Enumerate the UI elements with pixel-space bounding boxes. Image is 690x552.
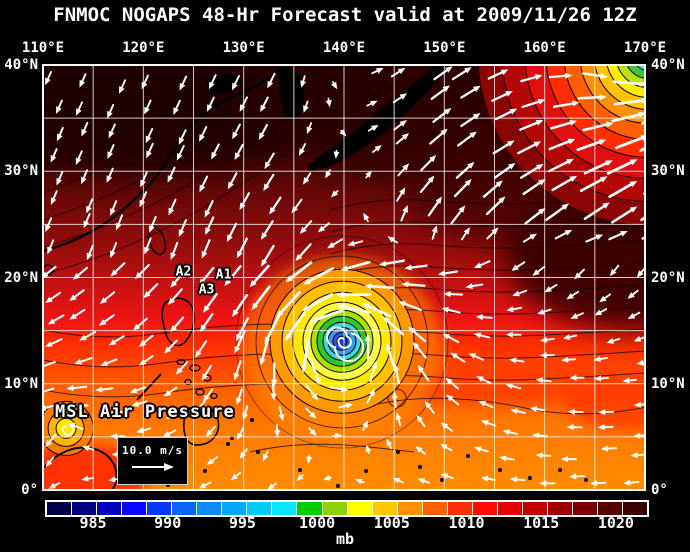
colorbar-tick: 1015	[523, 514, 560, 532]
colorbar-cell	[572, 502, 598, 515]
colorbar-tick: 985	[79, 514, 107, 532]
colorbar-cell	[147, 502, 172, 515]
wind-scale-box: 10.0 m/s	[117, 437, 188, 485]
lat-label-left: 30°N	[4, 163, 38, 180]
colorbar-cell	[372, 502, 397, 515]
colorbar-tick: 1000	[299, 514, 336, 532]
colorbar-cell	[197, 502, 222, 515]
coastlines	[43, 65, 588, 490]
lon-label: 110°E	[21, 40, 65, 56]
map-point-label: A3	[198, 282, 215, 298]
colorbar-cell	[297, 502, 322, 515]
wind-vectors	[43, 66, 645, 490]
colorbar-cell	[122, 502, 147, 515]
colorbar-cell	[497, 502, 522, 515]
colorbar-cell	[522, 502, 547, 515]
lon-label: 140°E	[322, 40, 366, 56]
lat-label-left: 0°	[21, 482, 38, 498]
lon-label: 130°E	[222, 40, 265, 56]
colorbar	[45, 500, 649, 517]
colorbar-cell	[447, 502, 472, 515]
colorbar-cell	[247, 502, 272, 515]
map-border	[42, 64, 646, 491]
wind-scale-label: 10.0 m/s	[122, 444, 183, 457]
tropical-cyclone	[269, 268, 415, 414]
colorbar-cell	[222, 502, 247, 515]
map-point-label: A2	[175, 264, 192, 280]
colorbar-cell	[322, 502, 347, 515]
colorbar-unit: mb	[335, 530, 355, 548]
lat-label-right: 20°N	[651, 269, 685, 286]
colorbar-cell	[272, 502, 297, 515]
colorbar-tick: 995	[228, 514, 256, 532]
colorbar-cell	[472, 502, 497, 515]
colorbar-tick: 1010	[448, 514, 485, 532]
map-field	[43, 65, 645, 490]
lat-label-right: 30°N	[651, 163, 685, 180]
wind-scale-arrow	[131, 463, 174, 471]
lat-label-right: 40°N	[651, 57, 685, 73]
colorbar-cell	[97, 502, 122, 515]
colorbar-tick: 1005	[373, 514, 410, 532]
colorbar-tick: 990	[154, 514, 182, 532]
colorbar-cell	[422, 502, 447, 515]
colorbar-cell	[347, 502, 372, 515]
colorbar-cell	[72, 502, 97, 515]
map-point-label: A1	[215, 267, 232, 283]
page-title: FNMOC NOGAPS 48-Hr Forecast valid at 200…	[53, 4, 637, 26]
colorbar-cell	[172, 502, 197, 515]
colorbar-cell	[47, 502, 72, 515]
colorbar-cell	[547, 502, 572, 515]
lat-label-left: 40°N	[4, 57, 38, 73]
lon-label: 120°E	[122, 40, 165, 56]
cyclone-spiral	[326, 326, 364, 363]
lon-label: 150°E	[423, 40, 466, 56]
colorbar-cell	[623, 502, 648, 515]
lat-label-right: 10°N	[651, 375, 685, 392]
colorbar-tick: 1020	[597, 514, 634, 532]
lat-label-left: 20°N	[4, 269, 38, 286]
lat-label-left: 10°N	[4, 375, 38, 392]
colorbar-cell	[598, 502, 623, 515]
lon-label: 170°E	[623, 40, 667, 56]
lon-label: 160°E	[523, 40, 566, 56]
colorbar-cell	[397, 502, 422, 515]
lat-label-right: 0°	[651, 482, 668, 498]
field-label: MSL Air Pressure	[55, 402, 235, 422]
